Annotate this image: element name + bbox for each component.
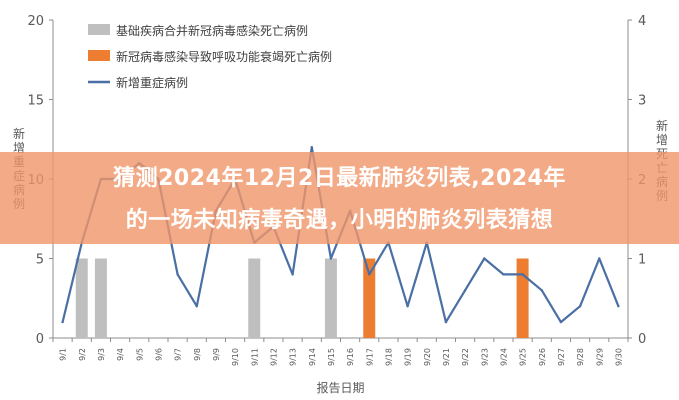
data-point: [540, 289, 543, 292]
x-tick-label: 9/11: [250, 348, 259, 366]
x-tick-label: 9/4: [116, 348, 125, 361]
title-banner: [0, 152, 679, 244]
x-axis-title: 报告日期: [316, 380, 364, 395]
x-tick-label: 9/25: [519, 348, 528, 366]
x-tick-label: 9/16: [346, 348, 355, 366]
legend-label: 基础疾病合并新冠病毒感染死亡病例: [116, 23, 308, 38]
right-y-tick-label: 3: [638, 94, 646, 109]
x-tick-label: 9/15: [327, 348, 336, 366]
x-tick-label: 9/6: [154, 348, 163, 361]
legend-swatch: [88, 24, 110, 35]
banner-title-line2: 的一场未知病毒奇遇，小明的肺炎列表猜想: [125, 208, 554, 233]
x-tick-label: 9/10: [231, 348, 240, 366]
data-point: [176, 273, 179, 276]
data-point: [521, 273, 524, 276]
data-point: [329, 257, 333, 260]
x-tick-label: 9/14: [308, 348, 317, 366]
data-point: [578, 305, 582, 308]
legend-swatch: [88, 50, 110, 61]
x-tick-label: 9/27: [557, 348, 566, 366]
x-tick-label: 9/24: [499, 348, 508, 366]
data-point: [502, 273, 505, 276]
left-y-tick-label: 0: [36, 332, 44, 347]
x-tick-label: 9/1: [59, 348, 68, 361]
x-tick-label: 9/8: [193, 348, 202, 361]
data-point: [368, 273, 371, 276]
data-point: [310, 146, 313, 149]
data-point: [617, 305, 620, 308]
left-y-tick-label: 20: [27, 14, 44, 29]
data-point: [61, 320, 64, 324]
data-point: [483, 257, 486, 260]
left-y-tick-label: 5: [36, 253, 44, 268]
x-tick-label: 9/26: [538, 348, 547, 366]
x-tick-label: 9/28: [576, 348, 585, 366]
data-point: [598, 257, 601, 260]
bar: [75, 258, 88, 338]
x-tick-label: 9/3: [97, 348, 106, 361]
data-point: [406, 305, 409, 308]
x-tick-label: 9/2: [78, 348, 87, 361]
x-tick-label: 9/29: [595, 348, 604, 366]
x-tick-label: 9/18: [384, 348, 393, 366]
x-tick-label: 9/12: [269, 348, 278, 366]
bar: [248, 258, 261, 338]
data-point: [195, 305, 198, 308]
x-tick-label: 9/17: [365, 348, 374, 366]
data-point: [463, 289, 467, 292]
x-tick-label: 9/9: [212, 348, 221, 361]
left-y-tick-label: 15: [27, 94, 44, 109]
banner-title-line1: 猜测2024年12月2日最新肺炎列表,2024年: [113, 166, 566, 191]
data-point: [559, 320, 563, 324]
bar: [94, 258, 107, 338]
x-tick-label: 9/21: [442, 348, 451, 366]
legend-label: 新冠病毒感染导致呼吸功能衰竭死亡病例: [116, 49, 332, 64]
bar: [363, 258, 376, 338]
right-y-tick-label: 4: [638, 14, 646, 29]
legend-label: 新增重症病例: [116, 75, 188, 90]
x-tick-label: 9/22: [461, 348, 470, 366]
x-tick-label: 9/13: [289, 348, 298, 366]
right-y-tick-label: 0: [638, 332, 646, 347]
data-point: [291, 273, 294, 276]
data-point: [444, 320, 448, 324]
x-tick-label: 9/20: [423, 348, 432, 366]
bar: [324, 258, 337, 338]
x-tick-label: 9/30: [614, 348, 623, 366]
x-tick-label: 9/7: [174, 348, 183, 361]
right-y-tick-label: 1: [638, 253, 646, 268]
x-tick-label: 9/23: [480, 348, 489, 366]
x-tick-label: 9/19: [404, 348, 413, 366]
bar: [516, 258, 529, 338]
x-tick-label: 9/5: [135, 348, 144, 361]
